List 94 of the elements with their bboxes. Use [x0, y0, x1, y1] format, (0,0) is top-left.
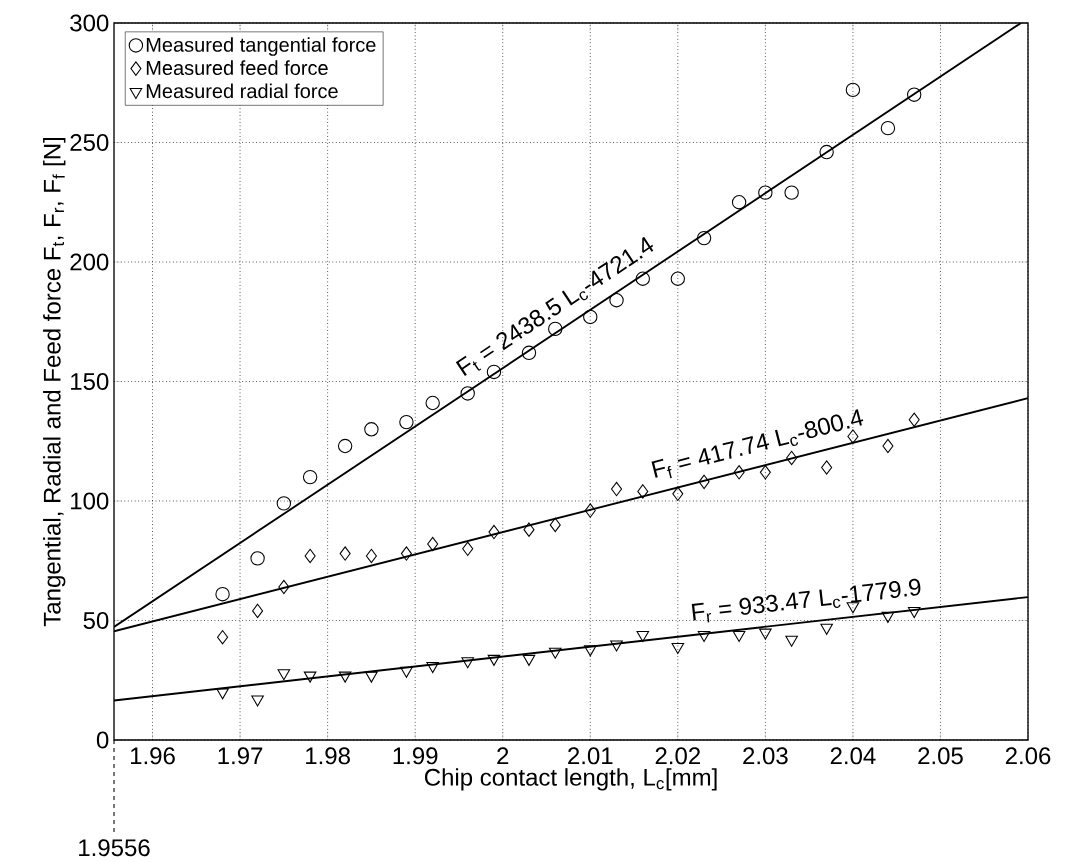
point: [672, 486, 684, 502]
point: [461, 657, 475, 669]
x-tick-label: 2.03: [743, 747, 788, 765]
point: [462, 541, 474, 556]
legend-label: Measured tangential force: [146, 37, 376, 56]
point: [670, 271, 686, 286]
point: [785, 635, 798, 647]
point: [610, 640, 623, 652]
point: [637, 484, 649, 499]
point: [733, 465, 745, 480]
point: [216, 688, 229, 700]
point: [696, 230, 712, 246]
point: [337, 438, 353, 454]
point: [845, 82, 861, 98]
y-tick-label: 200: [70, 253, 109, 271]
point: [252, 603, 264, 619]
point: [786, 450, 798, 466]
point: [881, 611, 895, 623]
y-tick-label: 100: [71, 492, 109, 510]
point: [697, 630, 711, 643]
legend-label: Measured feed force: [146, 60, 328, 76]
legend-label: Measured radial force: [146, 83, 338, 99]
point: [821, 460, 833, 475]
point: [400, 666, 413, 678]
point: [365, 548, 377, 564]
point: [758, 185, 773, 200]
x-tick-label: 2: [497, 747, 509, 765]
point: [731, 195, 747, 210]
point: [304, 548, 316, 564]
x-tick-label: 1.98: [306, 747, 350, 765]
point: [251, 695, 264, 707]
x-tick-label: 2.02: [655, 747, 700, 765]
point: [338, 671, 352, 683]
y-tick-label: 250: [70, 133, 109, 151]
point: [488, 524, 500, 540]
point: [759, 628, 772, 640]
point: [583, 309, 598, 325]
y-tick-label: 50: [83, 611, 109, 629]
point: [880, 120, 896, 136]
x-tick-label: 2.01: [568, 747, 613, 765]
x-tick-label: 2.05: [918, 747, 963, 765]
point: [584, 503, 596, 518]
point: [426, 662, 439, 674]
point: [583, 645, 597, 657]
point: [671, 642, 685, 654]
point: [609, 293, 624, 308]
point: [400, 546, 412, 561]
point: [759, 465, 771, 480]
x-tick-label: 2.04: [830, 747, 876, 765]
point: [819, 144, 834, 160]
y-tick-label: 300: [70, 14, 109, 32]
point: [399, 414, 414, 430]
point: [882, 438, 894, 454]
y-axis-title: Tangential, Radial and Feed force F$_{t}$, F$_{r}$, F$_{f}$ [N]: [43, 137, 66, 627]
x-tick-label: 1.97: [218, 747, 263, 765]
point: [906, 87, 922, 102]
point: [302, 469, 318, 485]
annotation: F$_{f}$ = 417.74 L$_{c}$-800.4: [651, 409, 864, 479]
point: [277, 669, 291, 681]
x-tick-label: 1.99: [393, 747, 438, 765]
point: [487, 654, 501, 666]
point: [278, 579, 290, 595]
point: [820, 623, 833, 635]
point: [698, 474, 710, 490]
point: [486, 364, 502, 380]
point: [846, 602, 860, 614]
point: [907, 607, 921, 619]
point: [460, 386, 475, 401]
point: [732, 630, 746, 643]
point: [908, 412, 920, 427]
point: [276, 496, 292, 511]
x-axis-title: Chip contact length, L$_{c}$[mm]: [424, 768, 717, 791]
point: [636, 630, 650, 643]
x-tick-label: 1.96: [130, 747, 175, 765]
point: [364, 422, 379, 437]
y-tick-label: 150: [71, 372, 109, 390]
point: [610, 481, 623, 497]
x-tick-label: 2.06: [1005, 747, 1051, 765]
point: [549, 517, 561, 533]
point: [523, 522, 535, 537]
y-tick-label: 0: [96, 731, 109, 749]
point: [548, 647, 562, 659]
point: [217, 630, 229, 645]
point: [215, 586, 230, 602]
point: [303, 671, 317, 683]
ref-line-label: 1.9556: [79, 839, 150, 857]
point: [427, 536, 439, 552]
point: [784, 185, 799, 200]
point: [250, 551, 265, 566]
point: [522, 654, 536, 666]
annotation: F$_{r}$ = 933.47 L$_{c}$-1779.9: [691, 578, 921, 623]
point: [339, 546, 351, 561]
point: [365, 671, 378, 683]
point: [425, 395, 440, 411]
